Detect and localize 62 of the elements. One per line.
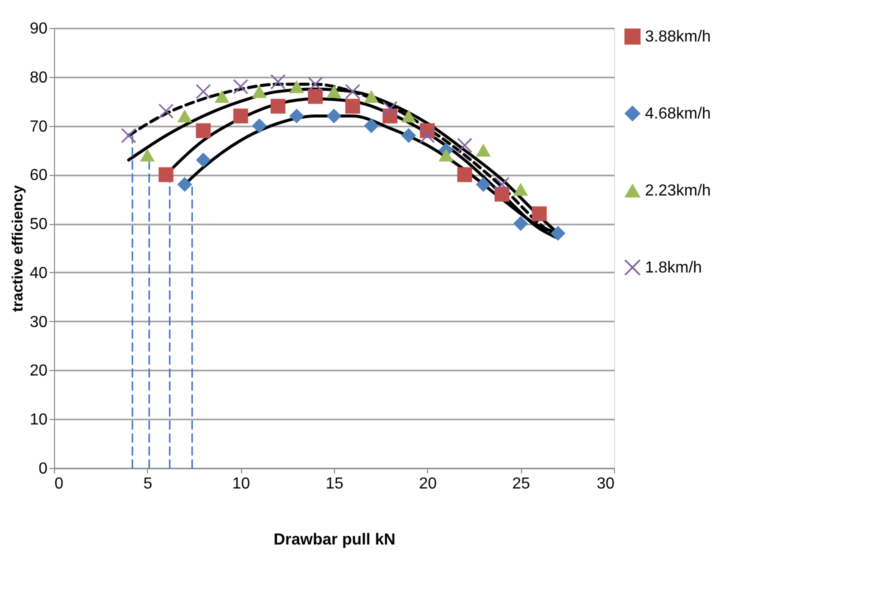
point xyxy=(158,167,174,182)
legend-label: 2.23km/h xyxy=(645,182,711,200)
y-tick-label: 50 xyxy=(30,216,48,234)
point xyxy=(252,118,267,134)
point xyxy=(196,152,211,168)
y-tick-label: 0 xyxy=(38,460,48,478)
point xyxy=(308,89,323,104)
point xyxy=(196,123,211,138)
point xyxy=(177,110,192,122)
point xyxy=(289,80,304,94)
y-tick-label: 70 xyxy=(30,118,48,136)
point xyxy=(513,182,528,196)
y-tick-label: 20 xyxy=(30,362,48,380)
x-tick-label: 30 xyxy=(596,476,615,492)
y-tick-label: 10 xyxy=(30,412,48,429)
point xyxy=(382,101,398,116)
y-tick-label: 40 xyxy=(30,264,48,282)
y-tick-label: 30 xyxy=(30,314,48,331)
point xyxy=(345,84,360,99)
legend-label: 4.68km/h xyxy=(645,106,711,122)
x-tick-label: 5 xyxy=(143,476,152,492)
point xyxy=(513,216,528,231)
point xyxy=(457,167,472,182)
point xyxy=(308,76,323,92)
point xyxy=(438,148,454,162)
point xyxy=(420,128,435,143)
point xyxy=(233,108,248,124)
point xyxy=(196,84,211,99)
point xyxy=(177,177,192,192)
x-tick-label: 0 xyxy=(54,476,64,492)
x-tick-label: 10 xyxy=(232,476,250,492)
point xyxy=(532,206,547,222)
point xyxy=(476,177,491,192)
point xyxy=(476,144,491,157)
point xyxy=(401,110,416,122)
point xyxy=(252,85,267,98)
point xyxy=(494,177,510,192)
y-tick-label: 90 xyxy=(30,20,48,38)
point xyxy=(140,148,155,162)
point xyxy=(214,90,230,103)
point xyxy=(550,226,566,241)
legend-label: 1.8km/h xyxy=(645,260,702,276)
y-tick-label: 60 xyxy=(30,167,48,184)
point xyxy=(401,128,416,143)
point xyxy=(233,79,248,94)
y-axis-title: tractive efficiency xyxy=(10,184,27,312)
x-tick-label: 20 xyxy=(418,476,437,492)
point xyxy=(345,98,360,114)
point xyxy=(364,118,379,134)
y-tick-label: 80 xyxy=(30,69,48,86)
point xyxy=(121,128,136,143)
point xyxy=(457,138,472,153)
point xyxy=(270,98,286,114)
point xyxy=(364,90,379,103)
legend-label: 3.88km/h xyxy=(645,28,711,46)
point xyxy=(158,104,174,119)
x-axis-title: Drawbar pull kN xyxy=(274,532,396,548)
point xyxy=(326,108,342,124)
x-tick-label: 25 xyxy=(512,476,530,492)
x-tick-label: 15 xyxy=(326,476,344,492)
point xyxy=(326,85,342,98)
point xyxy=(289,108,304,124)
